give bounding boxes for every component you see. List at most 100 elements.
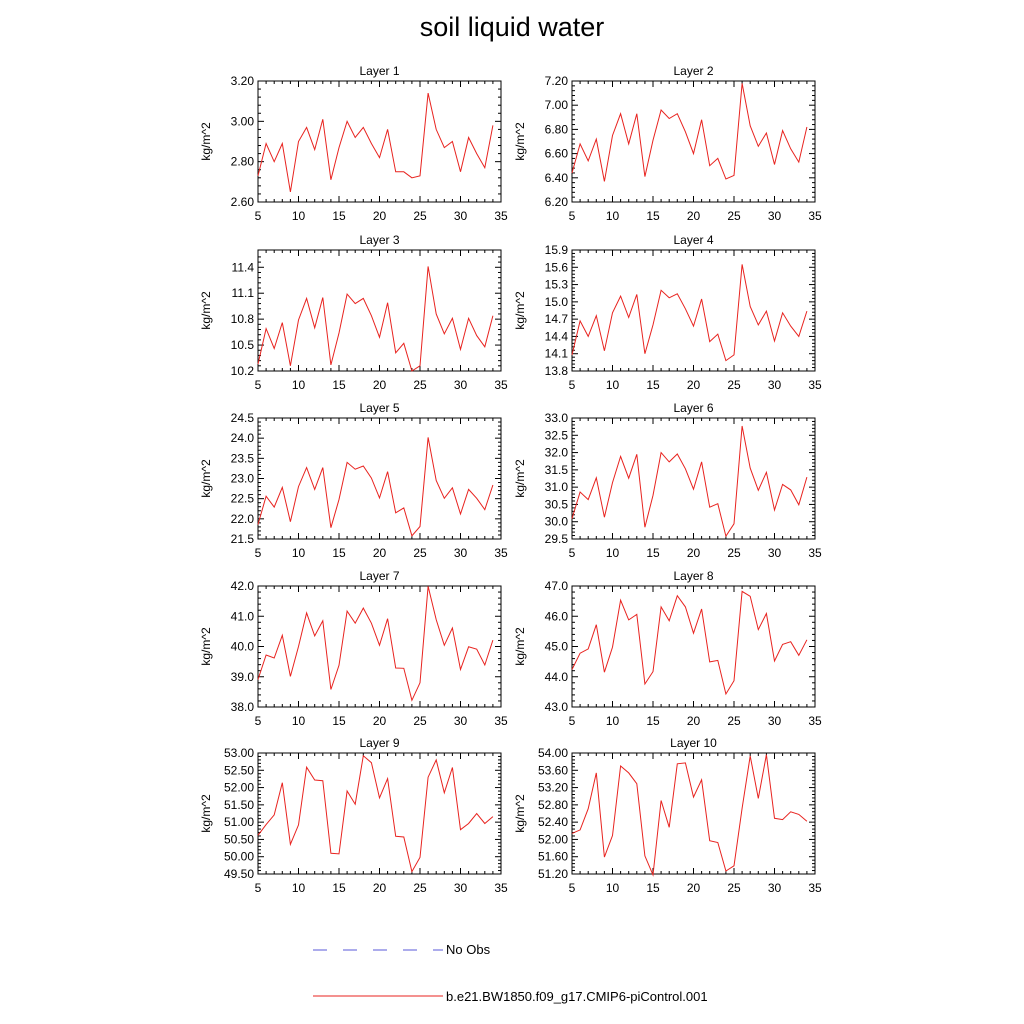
x-tick-label: 5 [569,881,576,895]
x-tick-label: 30 [768,378,782,392]
x-tick-label: 5 [255,881,262,895]
x-tick-label: 10 [606,546,620,560]
y-tick-label: 42.0 [231,579,255,593]
y-tick-label: 30.0 [545,515,569,529]
y-axis-label: kg/m^2 [513,794,527,833]
x-tick-label: 20 [373,881,387,895]
y-tick-label: 31.0 [545,480,569,494]
plot-frame [571,417,816,540]
panel-title: Layer 2 [673,64,713,78]
page-title: soil liquid water [419,12,605,42]
y-tick-label: 52.00 [224,781,254,795]
panel-1: Layer 1 5 10 15 20 25 30 35 2.60 2.80 3.00 3.20 kg/m… [199,64,508,223]
y-tick-label: 3.20 [231,74,255,88]
series-line [257,437,494,537]
y-tick-label: 30.5 [545,497,569,511]
x-tick-label: 30 [768,714,782,728]
y-tick-label: 11.4 [232,260,255,274]
plot-frame [257,417,502,540]
panel-title: Layer 10 [670,736,717,750]
plot-frame [571,249,816,372]
y-tick-label: 38.0 [231,700,255,714]
y-tick-label: 21.5 [231,532,255,546]
panel-6: Layer 6 5 10 15 20 25 30 35 29.5 30.0 30.5 31.0 31.5… [513,401,822,560]
y-tick-label: 50.50 [224,832,254,846]
series-line [571,264,808,362]
x-tick-label: 25 [727,546,741,560]
y-tick-label: 41.0 [231,609,255,623]
x-tick-label: 10 [292,881,306,895]
x-tick-label: 35 [808,881,822,895]
x-tick-label: 15 [332,209,346,223]
plot-frame [571,585,816,708]
panel-3: Layer 3 5 10 15 20 25 30 35 10.2 10.5 10.8 11.1 11.4… [199,233,508,392]
x-tick-label: 30 [454,378,468,392]
y-tick-label: 32.5 [545,428,569,442]
x-tick-label: 20 [687,546,701,560]
x-tick-label: 5 [255,714,262,728]
x-tick-label: 15 [332,378,346,392]
y-tick-label: 24.5 [231,411,255,425]
series-line [571,590,808,696]
y-tick-label: 51.20 [538,867,568,881]
x-tick-label: 35 [808,209,822,223]
y-tick-label: 52.50 [224,763,254,777]
y-tick-label: 53.60 [538,763,568,777]
y-axis-label: kg/m^2 [199,627,213,666]
panel-10: Layer 10 5 10 15 20 25 30 35 51.20 51.60 52.00 52.4… [513,736,822,895]
x-tick-label: 30 [454,714,468,728]
x-tick-label: 25 [413,378,427,392]
y-tick-label: 23.0 [231,472,255,486]
y-tick-label: 14.1 [545,347,569,361]
y-tick-label: 52.80 [538,798,568,812]
x-tick-label: 10 [292,714,306,728]
y-tick-label: 13.8 [545,364,569,378]
x-tick-label: 30 [454,546,468,560]
panel-9: Layer 9 5 10 15 20 25 30 35 49.50 50.00 50.50 51.00… [199,736,508,895]
x-tick-label: 5 [569,209,576,223]
x-tick-label: 15 [646,209,660,223]
y-axis-label: kg/m^2 [513,459,527,498]
panel-title: Layer 3 [359,233,399,247]
x-tick-label: 5 [569,378,576,392]
y-tick-label: 22.0 [231,512,255,526]
y-tick-label: 6.20 [545,195,569,209]
legend-label-obs: No Obs [446,942,491,957]
panel-7: Layer 7 5 10 15 20 25 30 35 38.0 39.0 40.0 41.0 42.0… [199,569,508,728]
x-tick-label: 20 [687,209,701,223]
x-tick-label: 25 [413,714,427,728]
x-tick-label: 20 [687,881,701,895]
x-tick-label: 15 [646,714,660,728]
y-tick-label: 14.7 [545,312,569,326]
x-tick-label: 35 [494,209,508,223]
plot-frame [571,752,816,875]
x-tick-label: 30 [454,209,468,223]
panel-title: Layer 4 [673,233,713,247]
y-tick-label: 44.0 [545,670,569,684]
x-tick-label: 15 [646,546,660,560]
x-tick-label: 10 [606,209,620,223]
x-tick-label: 35 [494,714,508,728]
x-tick-label: 20 [687,378,701,392]
y-tick-label: 10.8 [231,312,255,326]
y-tick-label: 2.60 [231,195,255,209]
x-tick-label: 35 [808,714,822,728]
x-tick-label: 30 [454,881,468,895]
x-tick-label: 30 [768,209,782,223]
x-tick-label: 30 [768,546,782,560]
y-tick-label: 52.00 [538,832,568,846]
y-axis-label: kg/m^2 [199,794,213,833]
y-tick-label: 39.0 [231,670,255,684]
x-tick-label: 5 [569,546,576,560]
x-tick-label: 10 [292,209,306,223]
y-tick-label: 47.0 [545,579,569,593]
y-tick-label: 31.5 [545,463,569,477]
x-tick-label: 35 [494,881,508,895]
panel-title: Layer 6 [673,401,713,415]
panel-title: Layer 8 [673,569,713,583]
panel-title: Layer 1 [359,64,399,78]
panel-4: Layer 4 5 10 15 20 25 30 35 13.8 14.1 14.4 14.7 15.0… [513,233,822,392]
y-tick-label: 51.50 [224,798,254,812]
y-axis-label: kg/m^2 [199,122,213,161]
